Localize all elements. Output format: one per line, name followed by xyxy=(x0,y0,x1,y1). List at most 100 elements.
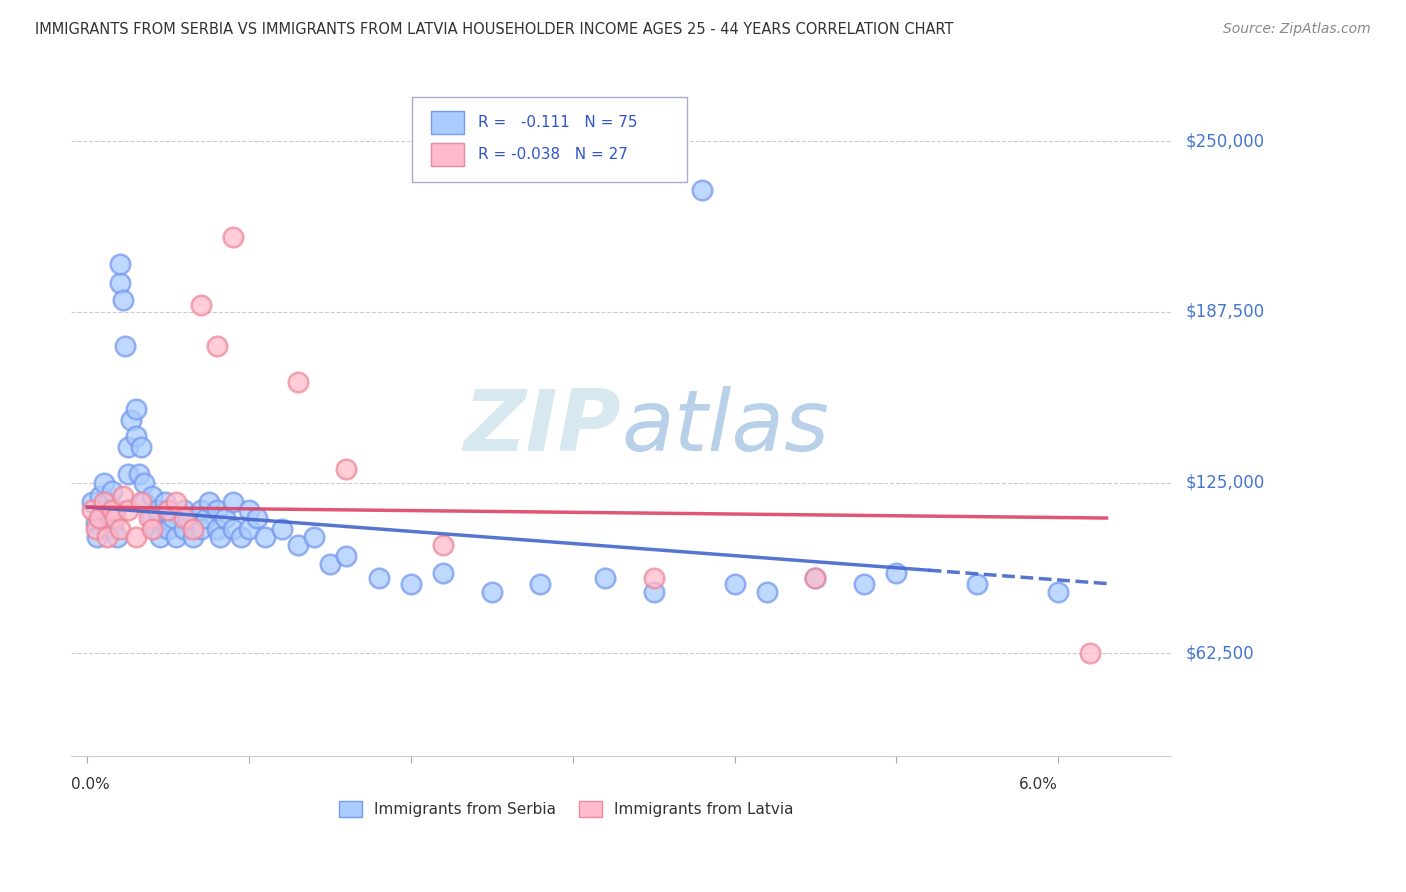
Point xyxy=(804,571,827,585)
Point xyxy=(82,494,104,508)
Point xyxy=(125,429,148,443)
Point xyxy=(181,530,204,544)
Point xyxy=(84,516,107,531)
Point xyxy=(254,530,277,544)
Point xyxy=(181,522,204,536)
Point xyxy=(319,558,342,572)
Text: Source: ZipAtlas.com: Source: ZipAtlas.com xyxy=(1223,22,1371,37)
Text: $62,500: $62,500 xyxy=(1185,644,1254,662)
Point xyxy=(86,530,108,544)
Point xyxy=(84,522,107,536)
Point xyxy=(190,503,212,517)
Point xyxy=(108,277,131,291)
Point xyxy=(100,511,122,525)
Point xyxy=(214,511,236,525)
Text: R = -0.038   N = 27: R = -0.038 N = 27 xyxy=(478,146,628,161)
Point xyxy=(87,511,110,525)
Point xyxy=(1080,646,1102,660)
Point xyxy=(173,503,195,517)
Point xyxy=(884,566,907,580)
Point xyxy=(238,522,260,536)
Text: $250,000: $250,000 xyxy=(1185,132,1264,150)
Point xyxy=(125,401,148,416)
Point xyxy=(165,530,187,544)
Point xyxy=(157,522,180,536)
Point xyxy=(141,489,163,503)
Point xyxy=(804,571,827,585)
Point xyxy=(132,494,155,508)
Point xyxy=(125,530,148,544)
Point xyxy=(335,462,357,476)
Point xyxy=(173,522,195,536)
Point xyxy=(153,494,176,508)
Point xyxy=(108,257,131,271)
Point xyxy=(197,494,219,508)
Point xyxy=(755,584,778,599)
Point xyxy=(111,293,134,307)
Point xyxy=(238,503,260,517)
Point xyxy=(177,511,200,525)
Point xyxy=(104,503,127,517)
Point xyxy=(82,503,104,517)
Point xyxy=(205,339,228,353)
Point xyxy=(229,530,252,544)
Point xyxy=(117,503,139,517)
Point xyxy=(246,511,269,525)
Point xyxy=(157,503,180,517)
Point xyxy=(190,522,212,536)
Point xyxy=(111,489,134,503)
Point xyxy=(723,576,745,591)
Bar xyxy=(432,143,464,167)
Point xyxy=(114,339,136,353)
Point xyxy=(222,494,245,508)
Point xyxy=(399,576,422,591)
Point xyxy=(93,494,115,508)
Point xyxy=(117,440,139,454)
Point xyxy=(96,522,118,536)
Point xyxy=(96,530,118,544)
Point xyxy=(97,494,120,508)
Point xyxy=(132,475,155,490)
Point xyxy=(120,413,142,427)
Point xyxy=(287,538,309,552)
Point xyxy=(367,571,389,585)
FancyBboxPatch shape xyxy=(412,97,688,182)
Legend: Immigrants from Serbia, Immigrants from Latvia: Immigrants from Serbia, Immigrants from … xyxy=(333,795,800,823)
Point xyxy=(108,522,131,536)
Point xyxy=(103,522,125,536)
Bar xyxy=(432,111,464,135)
Point xyxy=(93,475,115,490)
Point xyxy=(93,503,115,517)
Point xyxy=(593,571,616,585)
Point xyxy=(100,483,122,498)
Point xyxy=(194,511,217,525)
Text: R =   -0.111   N = 75: R = -0.111 N = 75 xyxy=(478,115,638,129)
Point xyxy=(481,584,503,599)
Text: atlas: atlas xyxy=(621,386,830,469)
Point xyxy=(141,511,163,525)
Point xyxy=(165,494,187,508)
Point xyxy=(270,522,292,536)
Point xyxy=(128,467,150,482)
Point xyxy=(852,576,875,591)
Point xyxy=(89,489,111,503)
Point xyxy=(209,530,232,544)
Point xyxy=(432,566,454,580)
Point xyxy=(138,511,160,525)
Point xyxy=(643,571,665,585)
Point xyxy=(335,549,357,564)
Point xyxy=(287,375,309,389)
Point xyxy=(146,503,169,517)
Point xyxy=(966,576,988,591)
Text: 6.0%: 6.0% xyxy=(1019,778,1059,792)
Point xyxy=(141,522,163,536)
Text: IMMIGRANTS FROM SERBIA VS IMMIGRANTS FROM LATVIA HOUSEHOLDER INCOME AGES 25 - 44: IMMIGRANTS FROM SERBIA VS IMMIGRANTS FRO… xyxy=(35,22,953,37)
Point xyxy=(222,522,245,536)
Point xyxy=(432,538,454,552)
Point xyxy=(302,530,325,544)
Point xyxy=(157,503,180,517)
Point xyxy=(1047,584,1070,599)
Point xyxy=(222,229,245,244)
Text: 0.0%: 0.0% xyxy=(72,778,110,792)
Point xyxy=(173,511,195,525)
